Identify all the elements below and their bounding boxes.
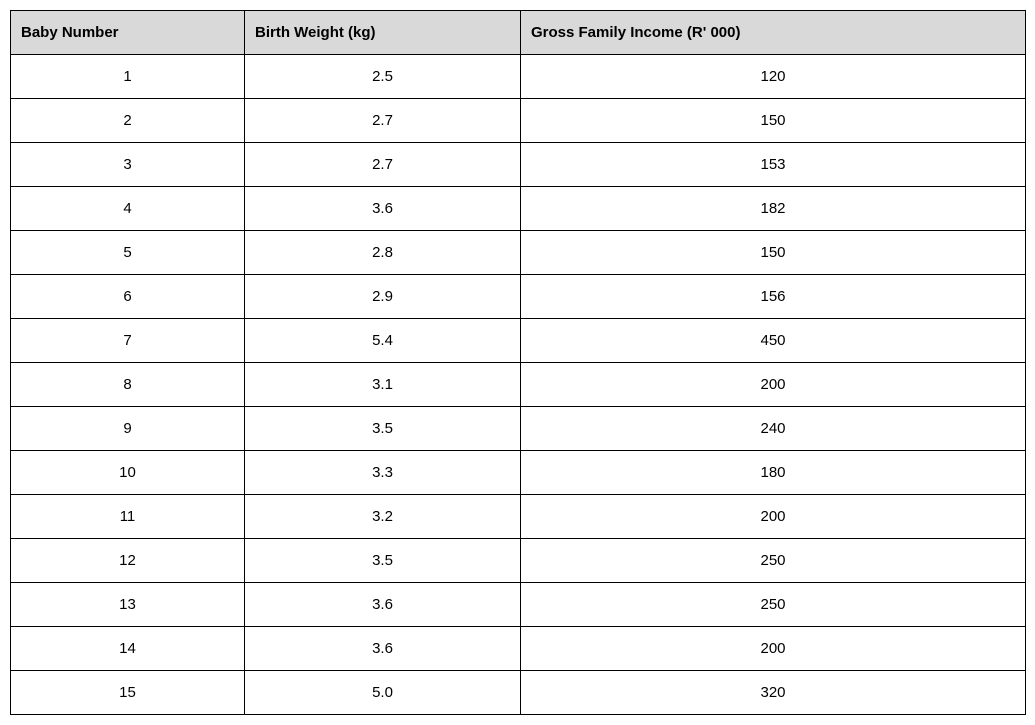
- table-cell: 120: [521, 55, 1026, 99]
- table-cell: 10: [11, 451, 245, 495]
- table-row: 32.7153: [11, 143, 1026, 187]
- table-cell: 5.0: [245, 671, 521, 715]
- table-row: 83.1200: [11, 363, 1026, 407]
- table-row: 52.8150: [11, 231, 1026, 275]
- data-table: Baby Number Birth Weight (kg) Gross Fami…: [10, 10, 1026, 715]
- table-body: 12.512022.715032.715343.618252.815062.91…: [11, 55, 1026, 715]
- table-cell: 2.9: [245, 275, 521, 319]
- table-cell: 12: [11, 539, 245, 583]
- table-row: 22.7150: [11, 99, 1026, 143]
- header-cell: Birth Weight (kg): [245, 11, 521, 55]
- table-row: 113.2200: [11, 495, 1026, 539]
- table-cell: 180: [521, 451, 1026, 495]
- table-cell: 3.2: [245, 495, 521, 539]
- table-cell: 250: [521, 583, 1026, 627]
- table-cell: 320: [521, 671, 1026, 715]
- table-row: 62.9156: [11, 275, 1026, 319]
- table-cell: 156: [521, 275, 1026, 319]
- table-cell: 7: [11, 319, 245, 363]
- header-cell: Baby Number: [11, 11, 245, 55]
- table-row: 93.5240: [11, 407, 1026, 451]
- table-cell: 3.5: [245, 407, 521, 451]
- table-cell: 3.6: [245, 627, 521, 671]
- table-cell: 3.5: [245, 539, 521, 583]
- table-cell: 5: [11, 231, 245, 275]
- table-row: 12.5120: [11, 55, 1026, 99]
- table-head: Baby Number Birth Weight (kg) Gross Fami…: [11, 11, 1026, 55]
- table-row: 43.6182: [11, 187, 1026, 231]
- table-cell: 200: [521, 495, 1026, 539]
- table-cell: 250: [521, 539, 1026, 583]
- table-cell: 200: [521, 363, 1026, 407]
- table-cell: 3.3: [245, 451, 521, 495]
- table-cell: 2: [11, 99, 245, 143]
- table-row: 75.4450: [11, 319, 1026, 363]
- table-cell: 3.6: [245, 187, 521, 231]
- table-cell: 450: [521, 319, 1026, 363]
- table-row: 133.6250: [11, 583, 1026, 627]
- table-cell: 200: [521, 627, 1026, 671]
- table-cell: 2.7: [245, 143, 521, 187]
- table-row: 143.6200: [11, 627, 1026, 671]
- table-row: 123.5250: [11, 539, 1026, 583]
- table-cell: 150: [521, 99, 1026, 143]
- table-cell: 4: [11, 187, 245, 231]
- table-cell: 15: [11, 671, 245, 715]
- table-cell: 14: [11, 627, 245, 671]
- table-cell: 2.8: [245, 231, 521, 275]
- table-cell: 3: [11, 143, 245, 187]
- table-cell: 240: [521, 407, 1026, 451]
- header-cell: Gross Family Income (R' 000): [521, 11, 1026, 55]
- table-cell: 1: [11, 55, 245, 99]
- table-cell: 5.4: [245, 319, 521, 363]
- table-cell: 2.7: [245, 99, 521, 143]
- table-cell: 3.1: [245, 363, 521, 407]
- table-cell: 9: [11, 407, 245, 451]
- table-cell: 182: [521, 187, 1026, 231]
- table-cell: 3.6: [245, 583, 521, 627]
- table-cell: 13: [11, 583, 245, 627]
- header-row: Baby Number Birth Weight (kg) Gross Fami…: [11, 11, 1026, 55]
- table-cell: 11: [11, 495, 245, 539]
- table-row: 155.0320: [11, 671, 1026, 715]
- table-cell: 153: [521, 143, 1026, 187]
- table-row: 103.3180: [11, 451, 1026, 495]
- table-cell: 8: [11, 363, 245, 407]
- table-cell: 6: [11, 275, 245, 319]
- table-cell: 2.5: [245, 55, 521, 99]
- table-cell: 150: [521, 231, 1026, 275]
